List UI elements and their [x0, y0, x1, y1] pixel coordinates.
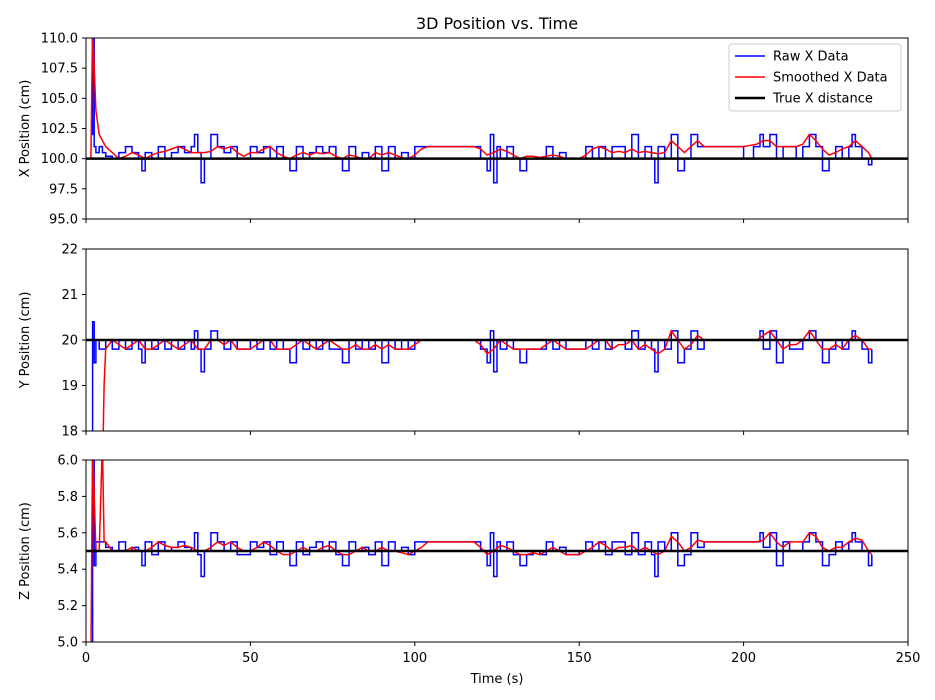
- panel-1: 95.0 97.5 100.0 102.5 105.0 107.5 110.0 X Posit…: [18, 32, 909, 228]
- legend-box: [728, 43, 902, 112]
- y-tick-label-2-0: 18: [61, 425, 78, 440]
- y-tick-label-2-1: 19: [61, 379, 78, 394]
- x-tick-label-0: 0: [82, 651, 90, 666]
- y-tick-label-3-1: 5.2: [57, 599, 78, 614]
- plot-area-2: [86, 321, 908, 431]
- y-tick-label-2-4: 22: [61, 243, 78, 258]
- x-tick-label-1: 50: [242, 651, 259, 666]
- y-tick-label-3-4: 5.8: [57, 490, 78, 505]
- x-tick-label-2: 100: [402, 651, 427, 666]
- panel-2: 18 19 20 21 22 Y Position (cm): [18, 243, 909, 440]
- legend-label-0: Raw X Data: [773, 50, 849, 65]
- plot-area-1: [86, 38, 908, 184]
- x-axis-label: Time (s): [470, 672, 524, 687]
- y-tick-label-3-0: 5.0: [57, 636, 78, 651]
- series-smoothed-1: [90, 38, 873, 160]
- y-tick-label-1-5: 107.5: [41, 62, 78, 77]
- x-tick-label-3: 150: [567, 651, 592, 666]
- series-smoothed-2: [102, 329, 872, 431]
- y-tick-label-3-2: 5.4: [57, 563, 78, 578]
- y-tick-label-2-3: 21: [61, 288, 78, 303]
- y-axis-label-3: Z Position (cm): [18, 502, 33, 600]
- y-tick-label-1-3: 102.5: [41, 122, 78, 137]
- x-tick-label-4: 200: [731, 651, 756, 666]
- legend-label-2: True X distance: [772, 92, 873, 107]
- legend-label-1: Smoothed X Data: [773, 71, 888, 86]
- y-tick-label-1-0: 95.0: [49, 213, 78, 228]
- plot-area-3: [86, 460, 908, 642]
- y-tick-label-1-1: 97.5: [49, 182, 78, 197]
- y-axis-label-2: Y Position (cm): [18, 292, 33, 390]
- y-tick-label-3-5: 6.0: [57, 454, 78, 469]
- y-axis-label-1: X Position (cm): [18, 80, 33, 178]
- y-tick-label-1-6: 110.0: [41, 32, 78, 47]
- y-tick-label-3-3: 5.6: [57, 526, 78, 541]
- y-tick-label-1-4: 105.0: [41, 92, 78, 107]
- legend: Raw X Data Smoothed X Data True X distance: [728, 43, 902, 112]
- chart-title: 3D Position vs. Time: [416, 14, 578, 33]
- x-tick-label-5: 250: [896, 651, 921, 666]
- y-tick-label-2-2: 20: [61, 334, 78, 349]
- y-tick-label-1-2: 100.0: [41, 152, 78, 167]
- axes-frame-3: [85, 459, 909, 643]
- panel-3: 5.0 5.2 5.4 5.6 5.8 6.0 0 50 100 150 200 250 Z Posit…: [18, 454, 921, 667]
